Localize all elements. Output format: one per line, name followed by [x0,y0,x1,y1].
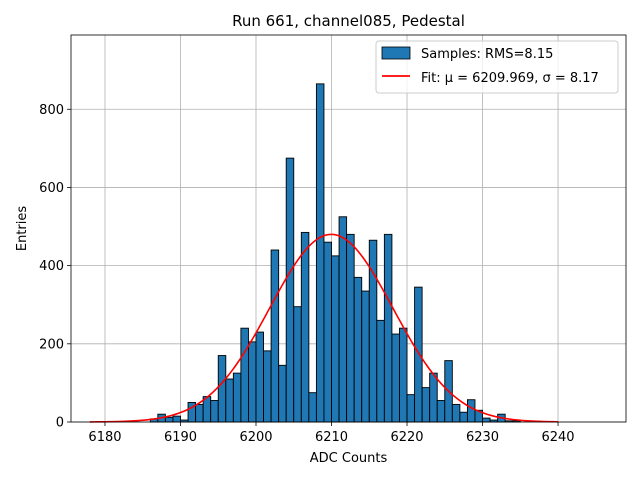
histogram-bar [195,403,204,423]
histogram-bar [451,403,461,423]
histogram-bar [263,350,272,423]
histogram-bar [466,399,476,423]
histogram-bar [391,333,400,423]
x-tick-label: 6220 [390,430,423,445]
histogram-bars [149,83,521,423]
histogram-bar [255,331,265,423]
axis-ticks: 6180 6190 6200 6210 6220 6230 6240 0 200 400 600 80… [39,103,574,445]
chart-title: Run 661, channel085, Pedestal [232,12,465,30]
histogram-bar [210,400,219,423]
histogram-bar [300,231,310,423]
histogram-bar [164,416,174,423]
legend-label-fit: Fit: μ = 6209.969, σ = 8.17 [421,71,599,86]
y-axis-label: Entries [15,206,30,252]
histogram-bar [376,319,385,423]
histogram-bar [406,394,416,423]
histogram-bar [346,233,355,423]
histogram-bar [421,387,431,423]
histogram-bar [399,327,408,423]
y-tick-label: 200 [39,337,64,352]
x-tick-label: 6180 [88,430,121,445]
histogram-bar [338,216,348,423]
plot-frame [70,34,627,423]
histogram-bar [285,157,295,423]
histogram-bar [293,306,302,423]
x-tick-label: 6230 [466,430,499,445]
histogram-bar [459,411,468,423]
y-tick-label: 600 [39,181,64,196]
legend-swatch-samples [381,46,411,60]
x-tick-label: 6200 [239,430,272,445]
x-axis-label: ADC Counts [310,451,388,466]
histogram-bar [353,276,363,423]
histogram-bar [482,417,491,423]
histogram-bar [361,290,370,423]
histogram-bar [429,372,438,423]
histogram-bar [414,286,423,423]
histogram-bar [247,341,257,423]
histogram-bar [225,378,234,423]
legend: Samples: RMS=8.15 Fit: μ = 6209.969, σ =… [375,40,619,94]
histogram-bar [331,255,340,423]
histogram-bar [383,233,393,423]
y-tick-label: 800 [39,103,64,118]
histogram-bar [278,364,287,423]
legend-box [375,40,619,94]
x-tick-label: 6240 [541,430,574,445]
histogram-bar [172,415,181,423]
histogram-bar [308,392,317,423]
y-tick-label: 0 [56,416,64,431]
x-tick-label: 6210 [315,430,348,445]
histogram-bar [217,355,227,423]
histogram-bar [436,400,446,423]
histogram-bar [270,249,280,423]
fit-curve [89,233,559,423]
histogram-bar [240,327,249,423]
x-tick-label: 6190 [164,430,197,445]
histogram-bar [323,241,332,423]
y-tick-label: 400 [39,259,64,274]
legend-label-samples: Samples: RMS=8.15 [421,47,553,62]
histogram-bar [232,372,242,423]
histogram-bar [315,83,325,423]
